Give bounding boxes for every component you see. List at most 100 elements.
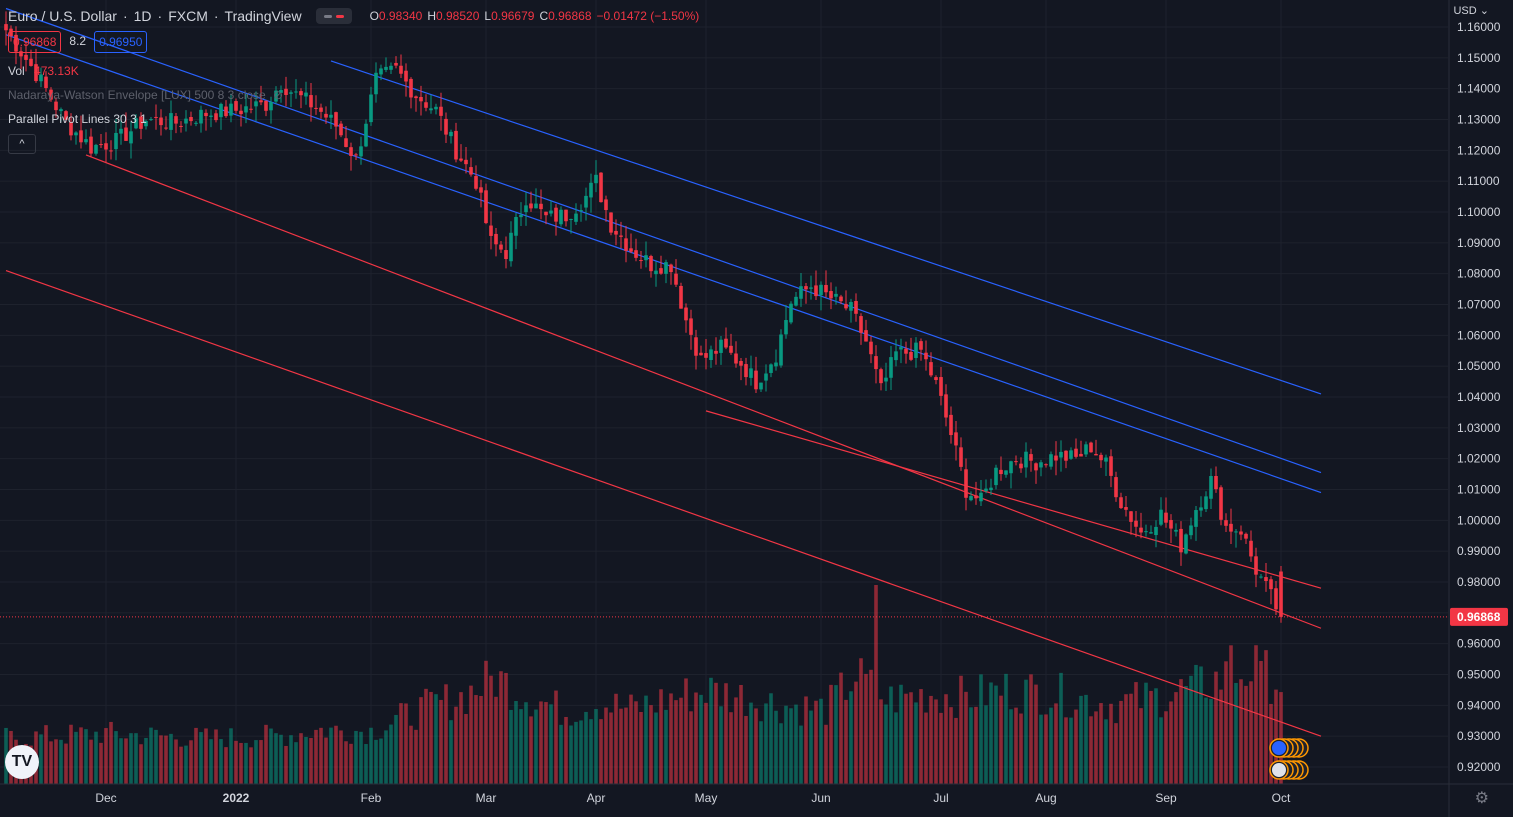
candle-body xyxy=(129,131,133,144)
volume-bar xyxy=(644,695,648,784)
candle-body xyxy=(954,432,958,446)
volume-bar xyxy=(209,739,213,784)
volume-bar xyxy=(299,733,303,784)
candle-body xyxy=(694,337,698,356)
volume-bar xyxy=(1159,717,1163,784)
candle-body xyxy=(504,250,508,260)
volume-bar xyxy=(344,741,348,784)
symbol-name[interactable]: Euro / U.S. Dollar xyxy=(8,8,117,24)
volume-bar xyxy=(849,691,853,784)
volume-bar xyxy=(274,733,278,784)
currency-selector[interactable]: USD ⌄ xyxy=(1453,4,1489,17)
candle-body xyxy=(444,118,448,135)
volume-bar xyxy=(684,678,688,784)
candle-body xyxy=(719,339,723,353)
volume-bar xyxy=(384,730,388,784)
candle-body xyxy=(594,174,598,184)
price-tick-label: 0.99000 xyxy=(1457,544,1501,558)
volume-bar xyxy=(1129,693,1133,784)
price-axis[interactable]: 1.16000 1.15000 1.14000 1.13000 1.12000 1.110… xyxy=(1448,0,1508,817)
volume-bar xyxy=(1199,666,1203,784)
candle-body xyxy=(1209,476,1213,499)
candle-body xyxy=(1239,531,1243,535)
candle-body xyxy=(1099,454,1103,461)
volume-bar xyxy=(1149,690,1153,784)
candle-body xyxy=(1084,444,1088,455)
candle-body xyxy=(4,24,8,31)
candle-body xyxy=(644,255,648,261)
volume-bar xyxy=(749,702,753,784)
candle-body xyxy=(1219,487,1223,520)
candle-body xyxy=(794,296,798,306)
candle-body xyxy=(1159,509,1163,525)
source-label: TradingView xyxy=(224,8,302,24)
volume-bar xyxy=(594,709,598,784)
volume-bar xyxy=(349,743,353,784)
candle-body xyxy=(414,96,418,99)
volume-bar xyxy=(924,712,928,784)
candle-body xyxy=(234,101,238,111)
visibility-toggle[interactable] xyxy=(315,8,352,24)
candle-body xyxy=(404,70,408,82)
volume-bar xyxy=(589,719,593,784)
candle-body xyxy=(274,90,278,102)
volume-bar xyxy=(1104,719,1108,784)
volume-bar xyxy=(1164,711,1168,784)
eye-off-icon[interactable]: ⊘ xyxy=(273,88,284,102)
volume-bar xyxy=(1069,717,1073,784)
candle-body xyxy=(44,76,48,89)
volume-bar xyxy=(409,725,413,784)
candle-body xyxy=(19,51,23,57)
candle-body xyxy=(1044,464,1048,466)
time-axis[interactable]: Dec 2022 Feb Mar Apr May Jun Jul Aug Sep Oct xyxy=(0,783,1513,805)
volume-bar xyxy=(124,738,128,784)
candle-body xyxy=(384,66,388,70)
volume-bar xyxy=(929,695,933,784)
candle-body xyxy=(1019,463,1023,469)
volume-bar xyxy=(854,681,858,784)
candle-body xyxy=(1189,525,1193,536)
volume-indicator-label[interactable]: Vol 473.13K xyxy=(8,64,79,78)
volume-bar xyxy=(1209,698,1213,784)
candle-body xyxy=(624,238,628,251)
collapse-indicators-button[interactable]: ^ xyxy=(8,134,36,154)
candlesticks xyxy=(4,11,1309,780)
tradingview-logo[interactable]: TV xyxy=(5,745,39,779)
candle-body xyxy=(74,132,78,136)
nadaraya-indicator-label[interactable]: Nadaraya-Watson Envelope [LUX] 500 8 3 c… xyxy=(8,88,283,102)
candle-body xyxy=(1169,520,1173,529)
gear-icon[interactable]: ⚙ xyxy=(1474,790,1489,807)
candle-body xyxy=(1269,579,1273,590)
candle-body xyxy=(1164,512,1168,523)
volume-bar xyxy=(944,694,948,784)
candle-body xyxy=(459,158,463,161)
candle-body xyxy=(154,116,158,118)
volume-bar xyxy=(109,721,113,784)
candle-body xyxy=(249,108,253,110)
pivot-indicator-label[interactable]: Parallel Pivot Lines 30 3 1 xyxy=(8,112,147,126)
low-value: 0.96679 xyxy=(491,9,535,23)
volume-bar xyxy=(519,709,523,784)
buy-button[interactable]: 0.96950 xyxy=(94,31,148,53)
candle-body xyxy=(424,102,428,108)
candle-body xyxy=(409,78,413,98)
interval-label[interactable]: 1D xyxy=(133,8,152,24)
candle-body xyxy=(1254,556,1258,575)
candle-body xyxy=(229,103,233,116)
volume-bar xyxy=(114,731,118,784)
price-tick-label: 1.07000 xyxy=(1457,298,1501,312)
candle-body xyxy=(1089,442,1093,453)
volume-bar xyxy=(719,706,723,784)
volume-bar xyxy=(744,715,748,784)
candle-body xyxy=(929,362,933,376)
volume-bar xyxy=(734,697,738,784)
price-tick-label: 1.15000 xyxy=(1457,51,1501,65)
candle-body xyxy=(959,447,963,467)
volume-bar xyxy=(1189,675,1193,784)
volume-bar xyxy=(389,724,393,784)
candle-body xyxy=(549,210,553,214)
candle-body xyxy=(964,469,968,498)
sell-button[interactable]: 0.96868 xyxy=(8,31,62,53)
candle-body xyxy=(149,119,153,121)
